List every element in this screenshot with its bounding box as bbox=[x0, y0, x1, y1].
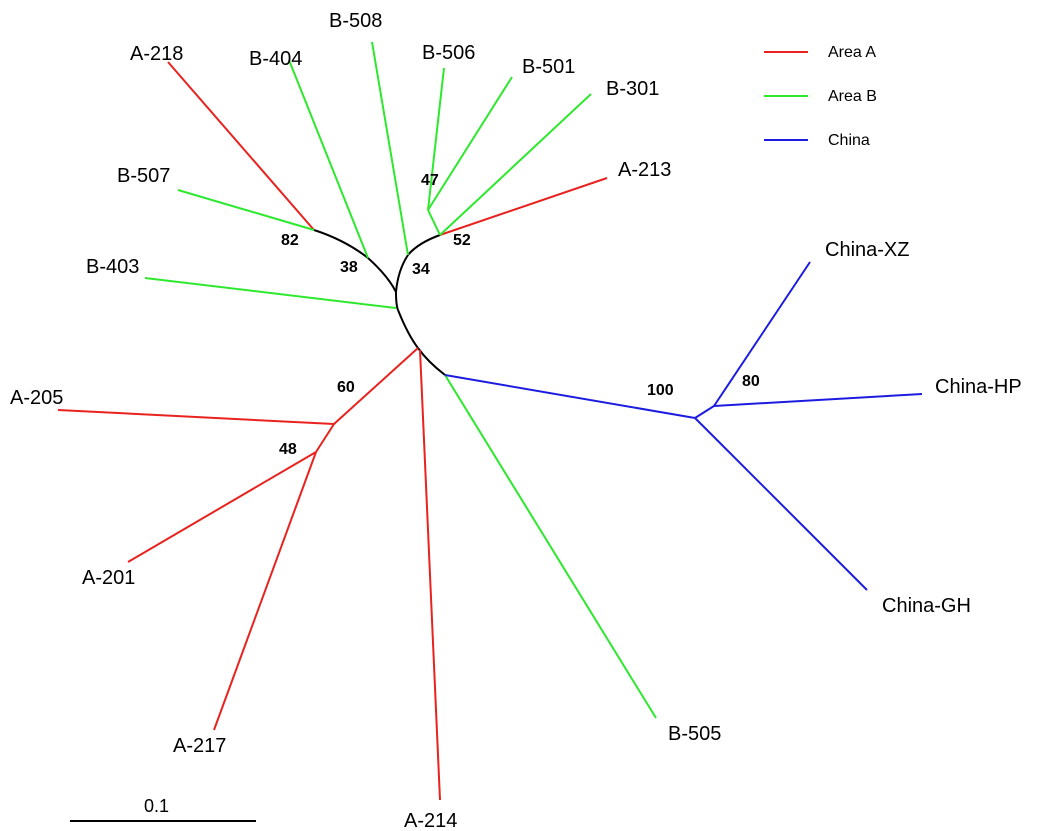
leaf-label-china-gh: China-GH bbox=[882, 595, 971, 617]
leaf-label-a217: A-217 bbox=[173, 735, 226, 757]
scale-bar: 0.1 bbox=[70, 796, 256, 822]
internal-branch-upper-right bbox=[395, 254, 409, 293]
leaf-label-b507: B-507 bbox=[117, 165, 170, 187]
leaf-labels: A-218 B-404 B-508 B-506 B-501 B-301 A-21… bbox=[10, 10, 1022, 831]
internal-branch-right-cluster bbox=[407, 234, 441, 256]
branch-b505 bbox=[444, 374, 657, 719]
bootstrap-80: 80 bbox=[742, 373, 760, 390]
branch-b507 bbox=[177, 189, 315, 231]
scale-bar-label: 0.1 bbox=[144, 796, 169, 816]
leaf-label-a214: A-214 bbox=[404, 810, 457, 831]
leaf-label-b501: B-501 bbox=[522, 56, 575, 78]
branch-a205 bbox=[57, 409, 335, 425]
internal-branch-lower bbox=[397, 309, 419, 349]
bootstrap-47: 47 bbox=[421, 172, 439, 189]
leaf-label-b404: B-404 bbox=[249, 48, 302, 70]
branch-a217 bbox=[213, 451, 317, 731]
bootstrap-100: 100 bbox=[647, 382, 674, 399]
branch-china-subclade bbox=[694, 405, 715, 419]
leaf-label-b505: B-505 bbox=[668, 723, 721, 745]
internal-branch-upper-left bbox=[367, 257, 397, 293]
bootstrap-82: 82 bbox=[281, 232, 299, 249]
leaf-label-a205: A-205 bbox=[10, 387, 63, 409]
leaf-label-b403: B-403 bbox=[86, 256, 139, 278]
leaf-label-china-xz: China-XZ bbox=[825, 239, 909, 261]
branch-china-gh bbox=[694, 417, 868, 591]
legend-label-area-b: Area B bbox=[828, 88, 877, 105]
leaf-label-a213: A-213 bbox=[618, 159, 671, 181]
branch-b-subclade bbox=[427, 209, 441, 236]
branch-b501 bbox=[427, 76, 513, 211]
branch-a213 bbox=[439, 177, 608, 236]
branch-a214 bbox=[419, 349, 441, 801]
tree-branches bbox=[57, 41, 923, 801]
internal-branch-center bbox=[395, 291, 399, 311]
branch-a-clade-stem bbox=[333, 347, 419, 425]
branch-a-subclade bbox=[315, 423, 335, 453]
leaf-label-b301: B-301 bbox=[606, 78, 659, 100]
branch-b404 bbox=[288, 59, 369, 259]
branch-b403 bbox=[144, 277, 397, 309]
branch-b506 bbox=[427, 67, 445, 211]
bootstrap-48: 48 bbox=[279, 441, 297, 458]
branch-a218 bbox=[167, 61, 315, 231]
bootstrap-values: 82 38 47 52 34 60 48 100 80 bbox=[279, 172, 760, 458]
bootstrap-52: 52 bbox=[453, 232, 471, 249]
branch-b301 bbox=[439, 93, 592, 236]
branch-a201 bbox=[127, 451, 317, 563]
leaf-label-a201: A-201 bbox=[82, 567, 135, 589]
bootstrap-34: 34 bbox=[412, 261, 430, 278]
leaf-label-china-hp: China-HP bbox=[935, 376, 1022, 398]
legend-label-china: China bbox=[828, 132, 870, 149]
legend-label-area-a: Area A bbox=[828, 44, 876, 61]
internal-branch-backbone bbox=[313, 229, 369, 259]
leaf-label-a218: A-218 bbox=[130, 43, 183, 65]
branch-china-xz bbox=[713, 261, 811, 407]
branch-b508 bbox=[371, 41, 409, 256]
internal-branch-china-stem bbox=[417, 347, 446, 376]
legend: Area A Area B China bbox=[764, 44, 877, 149]
branch-china-stem bbox=[444, 374, 696, 419]
bootstrap-38: 38 bbox=[340, 259, 358, 276]
leaf-label-b508: B-508 bbox=[329, 10, 382, 32]
leaf-label-b506: B-506 bbox=[422, 42, 475, 64]
bootstrap-60: 60 bbox=[337, 379, 355, 396]
branch-china-hp bbox=[713, 393, 923, 407]
